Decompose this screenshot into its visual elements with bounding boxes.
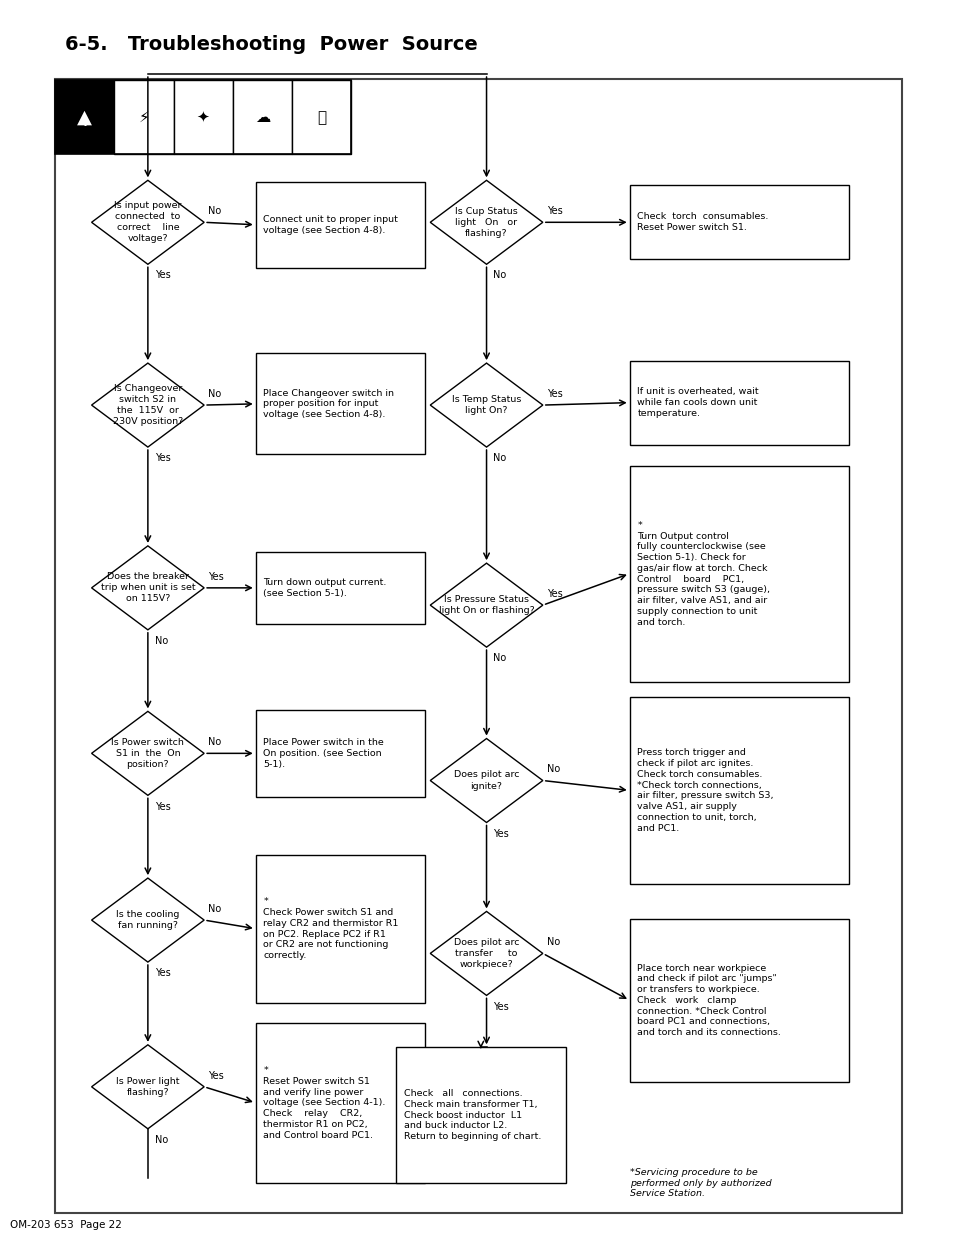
Bar: [629, 919, 848, 1082]
Polygon shape: [91, 180, 204, 264]
Bar: [255, 710, 425, 797]
Bar: [114, 80, 173, 154]
Bar: [255, 182, 425, 268]
Text: Does the breaker
trip when unit is set
on 115V?: Does the breaker trip when unit is set o…: [100, 572, 195, 604]
Text: No: No: [154, 636, 168, 646]
Polygon shape: [430, 363, 542, 447]
Text: *
Turn Output control
fully counterclockwise (see
Section 5-1). Check for
gas/ai: * Turn Output control fully counterclock…: [637, 521, 769, 626]
Text: No: No: [546, 937, 559, 947]
Text: Check   all   connections.
Check main transformer T1,
Check boost inductor  L1
a: Check all connections. Check main transf…: [403, 1089, 540, 1141]
Text: Yes: Yes: [546, 589, 562, 599]
Polygon shape: [91, 546, 204, 630]
Bar: [255, 855, 425, 1003]
Text: Does pilot arc
transfer     to
workpiece?: Does pilot arc transfer to workpiece?: [454, 937, 518, 969]
Text: OM-203 653  Page 22: OM-203 653 Page 22: [10, 1220, 121, 1230]
Polygon shape: [91, 363, 204, 447]
Text: No: No: [493, 453, 506, 463]
Text: No: No: [208, 737, 221, 747]
Text: Yes: Yes: [154, 270, 171, 280]
Text: Yes: Yes: [208, 572, 224, 582]
Bar: [292, 80, 351, 154]
Bar: [395, 1047, 565, 1183]
Text: Is Changeover
switch S2 in
the  115V  or
230V position?: Is Changeover switch S2 in the 115V or 2…: [112, 384, 183, 426]
Text: Yes: Yes: [154, 802, 171, 811]
Text: Turn down output current.
(see Section 5-1).: Turn down output current. (see Section 5…: [263, 578, 386, 598]
Text: Check  torch  consumables.
Reset Power switch S1.: Check torch consumables. Reset Power swi…: [637, 212, 768, 232]
Text: Is input power
connected  to
correct    line
voltage?: Is input power connected to correct line…: [114, 201, 181, 243]
Text: *
Check Power switch S1 and
relay CR2 and thermistor R1
on PC2. Replace PC2 if R: * Check Power switch S1 and relay CR2 an…: [263, 898, 398, 960]
Text: Is Cup Status
light   On   or
flashing?: Is Cup Status light On or flashing?: [455, 206, 517, 238]
Text: No: No: [208, 389, 221, 399]
Text: Is Power switch
S1 in  the  On
position?: Is Power switch S1 in the On position?: [112, 737, 184, 769]
Text: No: No: [493, 653, 506, 663]
Text: Is the cooling
fan running?: Is the cooling fan running?: [116, 910, 179, 930]
Text: Yes: Yes: [546, 206, 562, 216]
Polygon shape: [91, 1045, 204, 1129]
Text: No: No: [493, 270, 506, 280]
Polygon shape: [430, 563, 542, 647]
Polygon shape: [430, 739, 542, 823]
Text: Does pilot arc
ignite?: Does pilot arc ignite?: [454, 771, 518, 790]
Text: Is Pressure Status
light On or flashing?: Is Pressure Status light On or flashing?: [438, 595, 534, 615]
Bar: [255, 353, 425, 454]
Text: No: No: [154, 1135, 168, 1145]
Text: !: !: [82, 119, 88, 128]
Text: *
Reset Power switch S1
and verify line power
voltage (see Section 4-1).
Check  : * Reset Power switch S1 and verify line …: [263, 1066, 385, 1140]
Text: Connect unit to proper input
voltage (see Section 4-8).: Connect unit to proper input voltage (se…: [263, 215, 397, 235]
Bar: [629, 466, 848, 682]
Text: No: No: [208, 904, 221, 914]
Text: Yes: Yes: [154, 968, 171, 978]
Text: ✋: ✋: [316, 110, 326, 125]
Bar: [55, 80, 114, 154]
Text: No: No: [208, 206, 221, 216]
Text: No: No: [546, 764, 559, 774]
Text: Yes: Yes: [546, 389, 562, 399]
Text: Place torch near workpiece
and check if pilot arc "jumps"
or transfers to workpi: Place torch near workpiece and check if …: [637, 963, 781, 1037]
Polygon shape: [430, 911, 542, 995]
Bar: [629, 697, 848, 884]
Text: Yes: Yes: [493, 829, 509, 839]
Text: ☁: ☁: [254, 110, 270, 125]
Text: Yes: Yes: [208, 1071, 224, 1081]
Bar: [629, 185, 848, 259]
Text: Yes: Yes: [154, 453, 171, 463]
Bar: [55, 79, 902, 1213]
Bar: [233, 80, 292, 154]
Polygon shape: [91, 878, 204, 962]
Text: ✦: ✦: [196, 110, 210, 125]
Bar: [55, 80, 351, 154]
Bar: [173, 80, 233, 154]
Text: 6-5.   Troubleshooting  Power  Source: 6-5. Troubleshooting Power Source: [65, 35, 477, 53]
Text: Is Temp Status
light On?: Is Temp Status light On?: [452, 395, 520, 415]
Text: *Servicing procedure to be
performed only by authorized
Service Station.: *Servicing procedure to be performed onl…: [629, 1168, 770, 1198]
Polygon shape: [430, 180, 542, 264]
Text: ▲: ▲: [77, 107, 92, 127]
Text: Place Power switch in the
On position. (see Section
5-1).: Place Power switch in the On position. (…: [263, 739, 384, 768]
Text: Press torch trigger and
check if pilot arc ignites.
Check torch consumables.
*Ch: Press torch trigger and check if pilot a…: [637, 748, 773, 832]
Text: Yes: Yes: [493, 1002, 509, 1011]
Text: Is Power light
flashing?: Is Power light flashing?: [116, 1077, 179, 1097]
Text: If unit is overheated, wait
while fan cools down unit
temperature.: If unit is overheated, wait while fan co…: [637, 388, 758, 417]
Polygon shape: [91, 711, 204, 795]
Text: ⚡: ⚡: [138, 110, 150, 125]
Bar: [629, 361, 848, 445]
Bar: [255, 552, 425, 624]
Bar: [255, 1023, 425, 1183]
Text: Place Changeover switch in
proper position for input
voltage (see Section 4-8).: Place Changeover switch in proper positi…: [263, 389, 394, 419]
